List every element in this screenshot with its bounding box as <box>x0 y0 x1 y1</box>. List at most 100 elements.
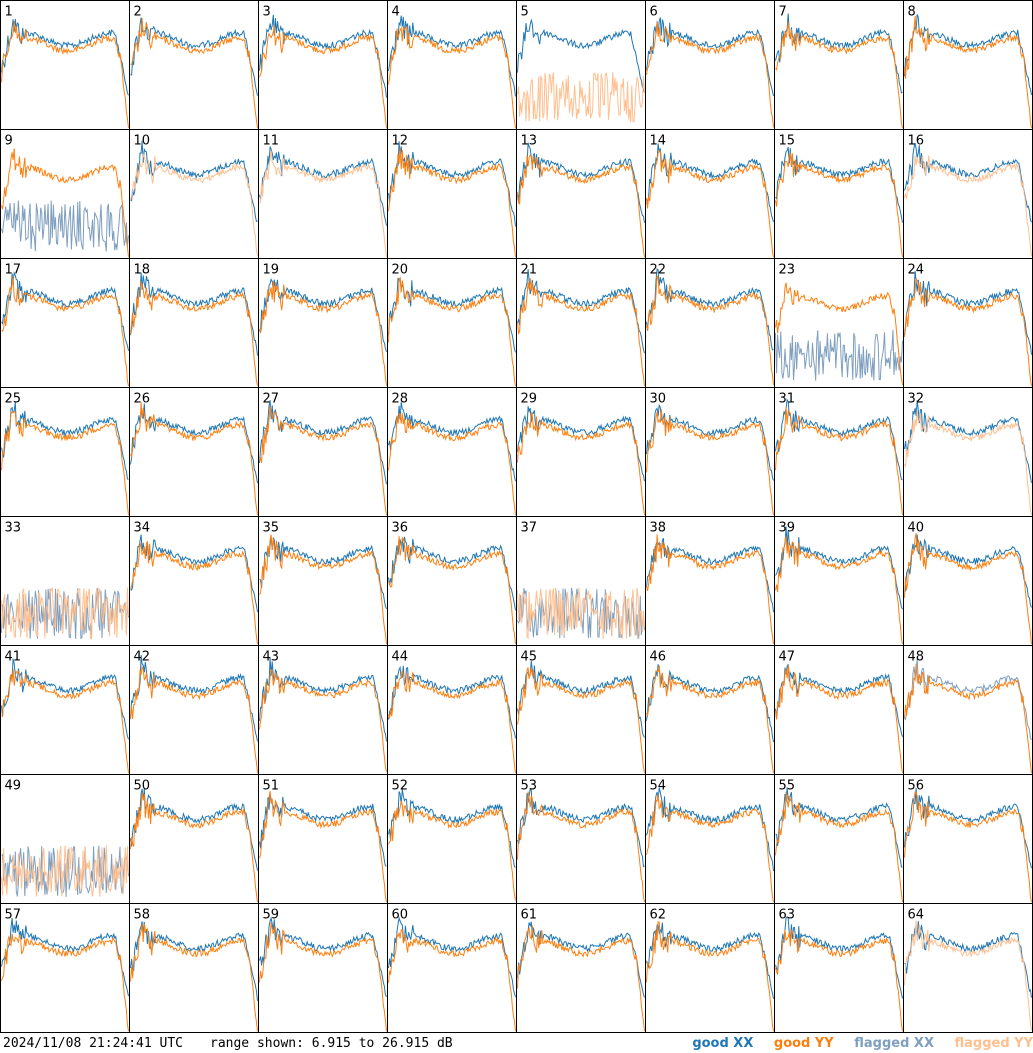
trace-xx-53 <box>517 787 645 868</box>
trace-xx-41 <box>1 658 129 740</box>
panel-label: 3 <box>263 5 271 20</box>
panel-label: 51 <box>263 779 280 794</box>
panel-label: 38 <box>650 521 667 536</box>
trace-xx-12 <box>388 141 516 227</box>
panel-label: 8 <box>908 5 916 20</box>
trace-yy-1 <box>1 21 129 129</box>
panel-61: 61 <box>516 903 646 1033</box>
panel-frame <box>516 774 646 904</box>
panel-frame <box>258 903 388 1033</box>
panel-label: 53 <box>521 779 538 794</box>
trace-xx-30 <box>646 404 774 481</box>
trace-yy-17 <box>1 275 129 387</box>
trace-yy-14 <box>646 150 774 258</box>
panel-frame <box>387 645 517 775</box>
trace-xx-18 <box>130 272 258 356</box>
panel-33: 33 <box>0 516 130 646</box>
panel-frame <box>903 516 1033 646</box>
trace-xx-27 <box>259 400 387 485</box>
panel-label: 28 <box>392 392 409 407</box>
panel-frame <box>0 0 130 130</box>
panel-10: 10 <box>129 129 259 259</box>
panel-27: 27 <box>258 387 388 517</box>
trace-xx-56 <box>904 787 1032 869</box>
panel-frame <box>258 0 388 130</box>
trace-yy-61 <box>517 925 645 1032</box>
panel-frame <box>129 0 259 130</box>
panel-frame <box>516 387 646 517</box>
panel-label: 54 <box>650 779 667 794</box>
panel-47: 47 <box>774 645 904 775</box>
panel-frame <box>774 387 904 517</box>
panel-label: 42 <box>134 650 151 665</box>
trace-yy-56 <box>904 791 1032 903</box>
panel-22: 22 <box>645 258 775 388</box>
trace-yy-54 <box>646 794 774 903</box>
panel-frame <box>645 903 775 1033</box>
trace-xx-36 <box>388 536 516 611</box>
panel-frame <box>516 645 646 775</box>
trace-yy-37 <box>517 587 645 640</box>
panel-43: 43 <box>258 645 388 775</box>
panel-label: 13 <box>521 134 538 149</box>
panel-35: 35 <box>258 516 388 646</box>
panel-40: 40 <box>903 516 1033 646</box>
panel-label: 45 <box>521 650 538 665</box>
trace-xx-10 <box>130 140 258 223</box>
panel-52: 52 <box>387 774 517 904</box>
panel-39: 39 <box>774 516 904 646</box>
panel-label: 52 <box>392 779 409 794</box>
panel-label: 14 <box>650 134 667 149</box>
trace-yy-64 <box>904 920 1032 1031</box>
panel-6: 6 <box>645 0 775 130</box>
trace-yy-20 <box>388 277 516 387</box>
trace-xx-11 <box>259 146 387 226</box>
panel-frame <box>258 516 388 646</box>
panel-3: 3 <box>258 0 388 130</box>
panel-label: 16 <box>908 134 925 149</box>
panel-label: 17 <box>5 263 22 278</box>
trace-xx-5 <box>517 18 645 93</box>
footer: 2024/11/08 21:24:41 UTC range shown: 6.9… <box>0 1034 1033 1053</box>
panel-25: 25 <box>0 387 130 517</box>
panel-11: 11 <box>258 129 388 259</box>
trace-xx-20 <box>388 276 516 353</box>
panel-2: 2 <box>129 0 259 130</box>
trace-xx-47 <box>775 664 903 737</box>
trace-xx-4 <box>388 15 516 97</box>
trace-yy-3 <box>259 25 387 129</box>
trace-yy-63 <box>775 929 903 1032</box>
panel-56: 56 <box>903 774 1033 904</box>
trace-xx-1 <box>1 19 129 96</box>
panel-frame <box>516 258 646 388</box>
panel-label: 37 <box>521 521 538 536</box>
panel-label: 15 <box>779 134 796 149</box>
trace-yy-62 <box>646 921 774 1032</box>
panel-frame <box>0 387 130 517</box>
panel-44: 44 <box>387 645 517 775</box>
trace-xx-59 <box>259 916 387 998</box>
trace-xx-62 <box>646 922 774 999</box>
trace-yy-18 <box>130 280 258 386</box>
panel-label: 1 <box>5 5 13 20</box>
trace-yy-33 <box>1 587 129 640</box>
panel-frame <box>903 645 1033 775</box>
panel-58: 58 <box>129 903 259 1033</box>
panel-frame <box>903 129 1033 259</box>
trace-xx-57 <box>1 917 129 997</box>
panel-frame <box>258 129 388 259</box>
panel-label: 30 <box>650 392 667 407</box>
trace-xx-6 <box>646 17 774 97</box>
trace-yy-57 <box>1 933 129 1032</box>
panel-frame <box>129 774 259 904</box>
trace-xx-28 <box>388 402 516 482</box>
panel-54: 54 <box>645 774 775 904</box>
trace-yy-4 <box>388 25 516 129</box>
panel-frame <box>129 903 259 1033</box>
panel-30: 30 <box>645 387 775 517</box>
panel-frame <box>387 387 517 517</box>
trace-xx-52 <box>388 789 516 868</box>
panel-label: 55 <box>779 779 796 794</box>
trace-yy-43 <box>259 668 387 772</box>
trace-xx-39 <box>775 526 903 610</box>
